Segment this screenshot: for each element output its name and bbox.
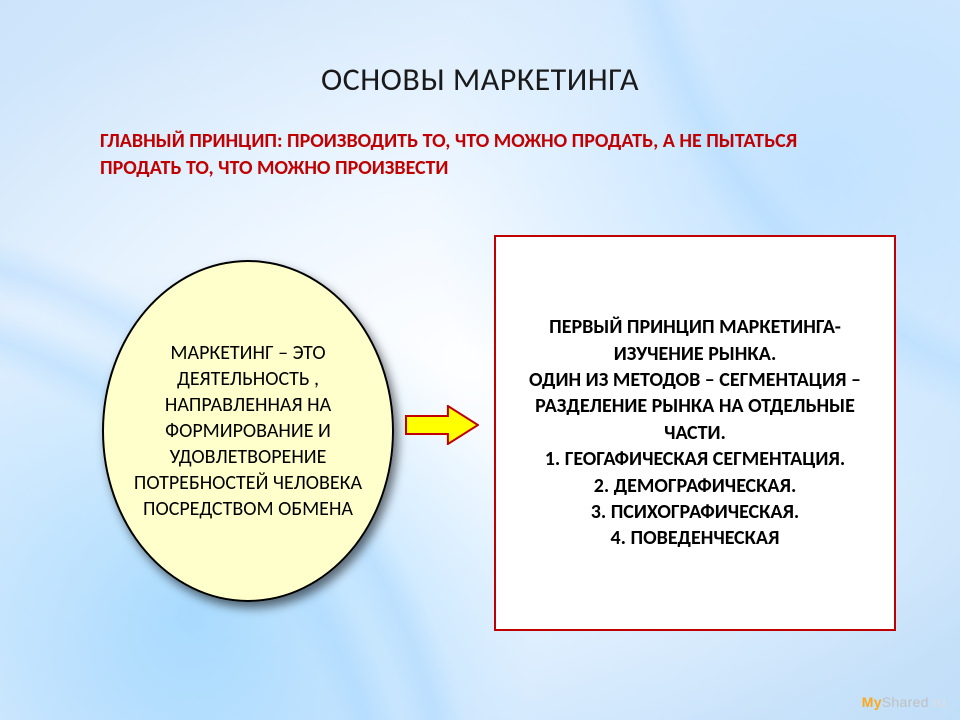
- definition-text: МАРКЕТИНГ – ЭТО ДЕЯТЕЛЬНОСТЬ , НАПРАВЛЕН…: [122, 340, 374, 522]
- watermark-suffix: Shared: [882, 694, 929, 710]
- arrow-right-icon: [405, 405, 479, 445]
- watermark-dot: .ru: [929, 694, 946, 710]
- principle-box-text: ПЕРВЫЙ ПРИНЦИП МАРКЕТИНГА- ИЗУЧЕНИЕ РЫНК…: [514, 314, 876, 552]
- definition-ellipse: МАРКЕТИНГ – ЭТО ДЕЯТЕЛЬНОСТЬ , НАПРАВЛЕН…: [102, 260, 394, 602]
- watermark-prefix: My: [862, 694, 882, 710]
- main-principle-text: ГЛАВНЫЙ ПРИНЦИП: ПРОИЗВОДИТЬ ТО, ЧТО МОЖ…: [100, 128, 880, 182]
- definition-ellipse-shadow: МАРКЕТИНГ – ЭТО ДЕЯТЕЛЬНОСТЬ , НАПРАВЛЕН…: [102, 260, 394, 602]
- principle-box: ПЕРВЫЙ ПРИНЦИП МАРКЕТИНГА- ИЗУЧЕНИЕ РЫНК…: [494, 235, 896, 631]
- slide: ОСНОВЫ МАРКЕТИНГА ГЛАВНЫЙ ПРИНЦИП: ПРОИЗ…: [0, 0, 960, 720]
- watermark: MyShared.ru: [862, 694, 946, 710]
- slide-title: ОСНОВЫ МАРКЕТИНГА: [0, 60, 960, 99]
